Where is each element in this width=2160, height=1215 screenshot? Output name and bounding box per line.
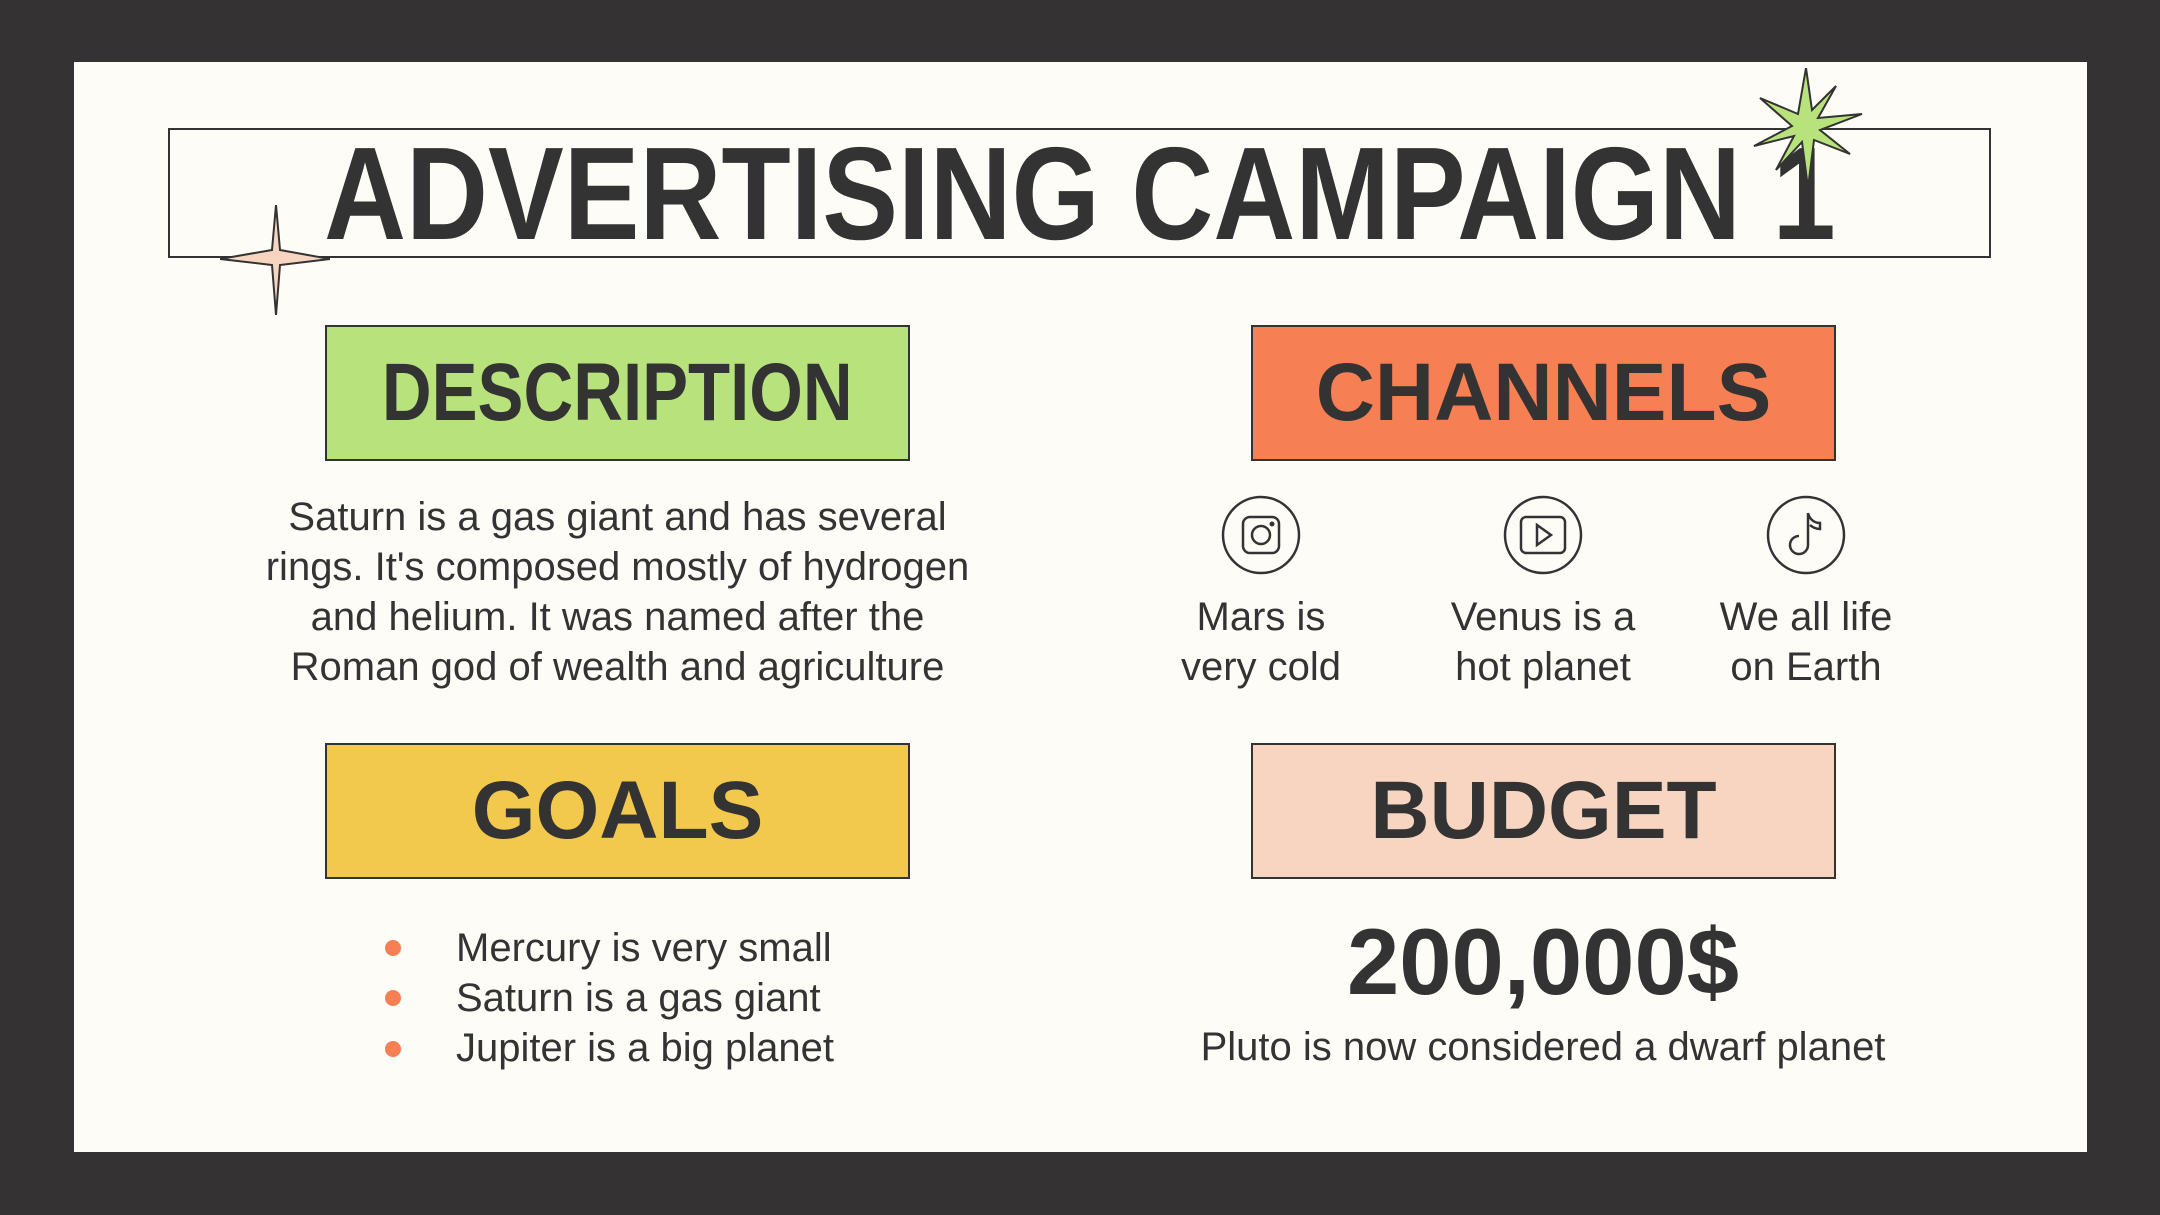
channel-caption-tiktok: We all life on Earth <box>1656 592 1956 692</box>
budget-heading: BUDGET <box>1251 743 1836 879</box>
caption-line: very cold <box>1180 645 1342 689</box>
description-text: Saturn is a gas giant and has several ri… <box>200 492 1035 692</box>
description-heading-text: DESCRIPTION <box>382 347 853 438</box>
caption-line: on Earth <box>1730 645 1882 689</box>
green-starburst-icon <box>1753 68 1863 188</box>
budget-caption: Pluto is now considered a dwarf planet <box>1200 1025 1886 1069</box>
description-line: Roman god of wealth and agriculture <box>290 645 945 689</box>
goal-item: Saturn is a gas giant <box>456 976 821 1020</box>
goals-heading: GOALS <box>325 743 910 879</box>
bullet-icon <box>385 940 401 956</box>
description-line: Saturn is a gas giant and has several <box>288 495 947 539</box>
goal-item: Jupiter is a big planet <box>456 1026 835 1070</box>
peach-sparkle-icon <box>220 205 330 315</box>
bullet-icon <box>385 1041 401 1057</box>
budget-amount: 200,000$ <box>1346 909 1740 1014</box>
description-heading: DESCRIPTION <box>325 325 910 461</box>
caption-line: Mars is <box>1196 595 1326 639</box>
channels-heading: CHANNELS <box>1251 325 1836 461</box>
goals-list: Mercury is very small Saturn is a gas gi… <box>456 923 834 1073</box>
title-frame <box>168 128 1991 258</box>
goal-item: Mercury is very small <box>456 926 832 970</box>
channel-caption-youtube: Venus is a hot planet <box>1393 592 1693 692</box>
channel-caption-instagram: Mars is very cold <box>1111 592 1411 692</box>
description-line: and helium. It was named after the <box>310 595 925 639</box>
caption-line: hot planet <box>1455 645 1631 689</box>
bullet-icon <box>385 990 401 1006</box>
page-title-text: ADVERTISING CAMPAIGN 1 <box>323 120 1836 267</box>
caption-line: We all life <box>1719 595 1893 639</box>
slide <box>74 62 2087 1152</box>
tiktok-icon[interactable] <box>1766 495 1846 575</box>
youtube-icon[interactable] <box>1503 495 1583 575</box>
page-title: ADVERTISING CAMPAIGN 1 <box>168 124 1991 264</box>
instagram-icon[interactable] <box>1221 495 1301 575</box>
caption-line: Venus is a <box>1450 595 1636 639</box>
description-line: rings. It's composed mostly of hydrogen <box>265 545 970 589</box>
